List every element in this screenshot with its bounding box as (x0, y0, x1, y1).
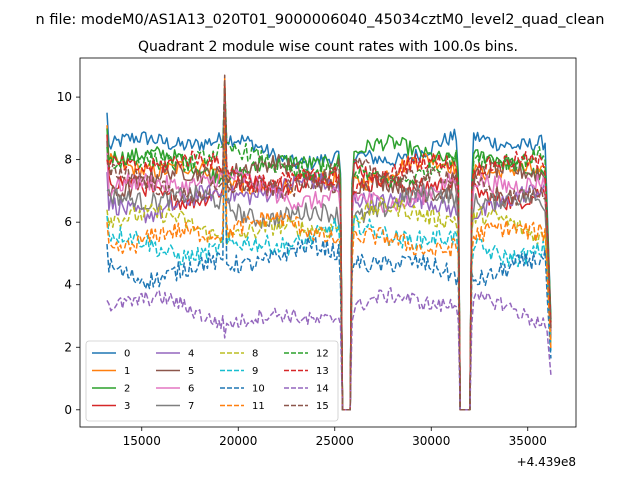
series-line-12 (106, 80, 552, 411)
legend-label-0: 0 (124, 349, 130, 360)
series-line-14 (106, 287, 552, 411)
x-tick-label: 15000 (123, 434, 161, 448)
legend-frame (85, 340, 339, 422)
legend-label-10: 10 (252, 384, 265, 395)
x-tick-label: 20000 (219, 434, 257, 448)
legend-label-7: 7 (188, 401, 194, 412)
series-line-15 (106, 74, 552, 411)
series-line-11 (106, 118, 552, 411)
legend-label-2: 2 (124, 384, 130, 395)
series-line-3 (106, 90, 552, 411)
figure-suptitle: n file: modeM0/AS1A13_020T01_9000006040_… (36, 12, 605, 28)
series-line-0 (106, 86, 552, 411)
y-tick-label: 10 (57, 90, 72, 104)
y-tick-label: 0 (64, 403, 72, 417)
y-tick-label: 2 (64, 340, 72, 354)
x-axis: 15000 20000 25000 30000 35000 (123, 427, 547, 448)
series-line-5 (106, 96, 552, 411)
x-tick-label: 35000 (509, 434, 547, 448)
legend-label-8: 8 (252, 349, 258, 360)
y-tick-label: 4 (64, 278, 72, 292)
y-tick-label: 6 (64, 215, 72, 229)
series-line-10 (106, 127, 552, 411)
series-line-7 (106, 108, 552, 411)
legend-label-9: 9 (252, 366, 258, 377)
x-axis-offset-label: +4.439e8 (517, 455, 576, 469)
legend-label-6: 6 (188, 384, 194, 395)
series-line-9 (106, 121, 552, 411)
legend-label-3: 3 (124, 401, 130, 412)
y-tick-label: 8 (64, 153, 72, 167)
chart-title: Quadrant 2 module wise count rates with … (138, 39, 518, 55)
x-tick-label: 25000 (316, 434, 354, 448)
legend-label-13: 13 (316, 366, 329, 377)
legend-label-5: 5 (188, 366, 194, 377)
legend-label-11: 11 (252, 401, 265, 412)
legend-label-1: 1 (124, 366, 130, 377)
legend-label-15: 15 (316, 401, 329, 412)
y-axis: 0 2 4 6 8 10 (57, 90, 80, 417)
legend-label-12: 12 (316, 349, 329, 360)
legend-label-4: 4 (188, 349, 194, 360)
x-tick-label: 30000 (412, 434, 450, 448)
series-layer (106, 74, 552, 411)
series-line-13 (106, 83, 552, 411)
axes-frame (79, 57, 577, 428)
legend-label-14: 14 (316, 384, 329, 395)
